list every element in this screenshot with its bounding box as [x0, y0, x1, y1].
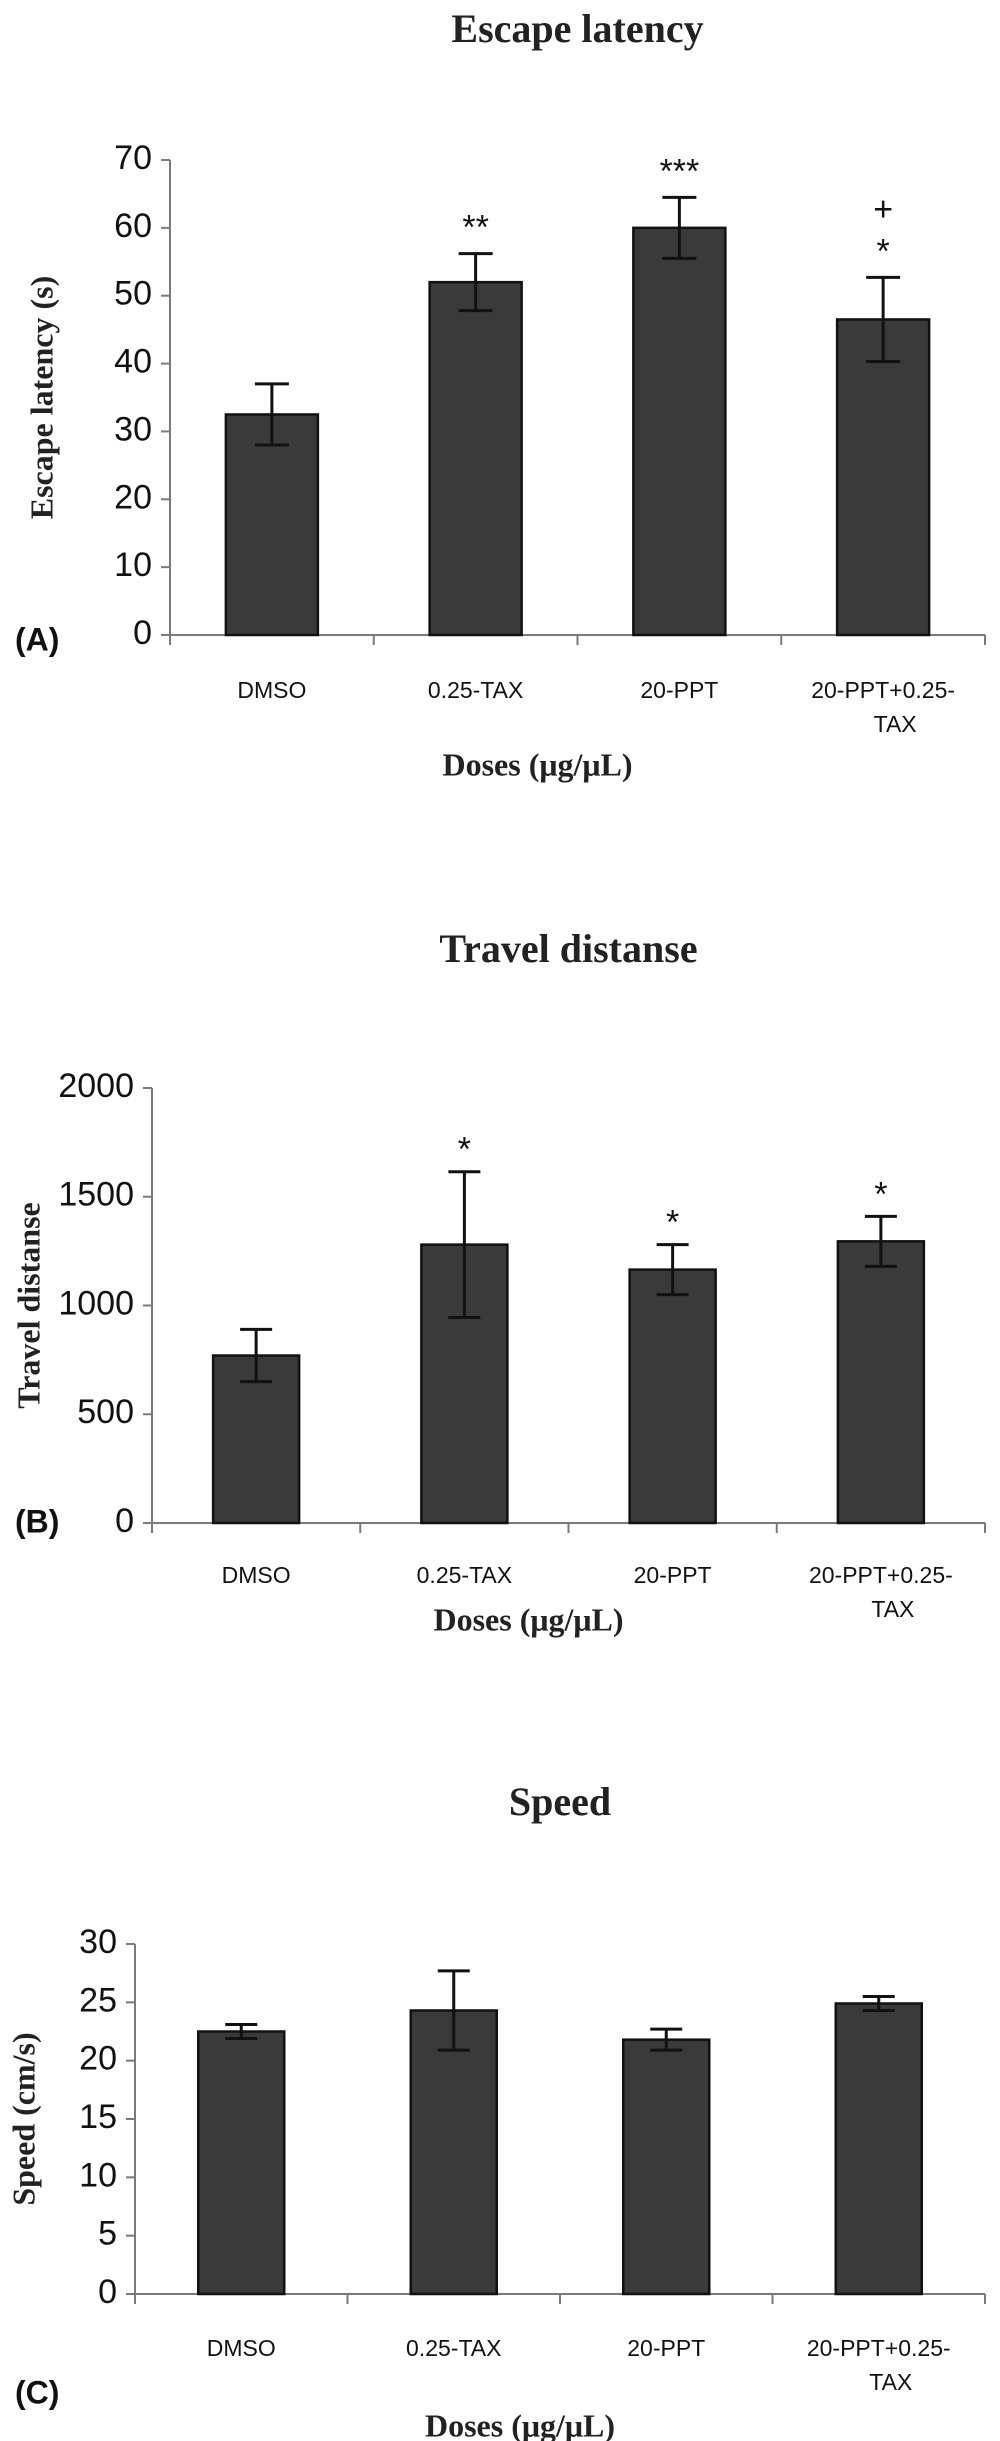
- chart-title: Travel distanse: [439, 926, 697, 971]
- y-tick-label: 500: [77, 1393, 134, 1431]
- chart-1: Escape latency Escape latency (s) 0 10 20 30 4…: [15, 6, 986, 782]
- bar: [211, 1354, 301, 1525]
- y-tick-label: 0: [115, 1502, 134, 1540]
- x-tick-label: 20-PPT+0.25-: [809, 1562, 953, 1588]
- y-tick-label: 1000: [58, 1284, 134, 1322]
- y-tick-label: 70: [114, 139, 152, 177]
- bar: [409, 2009, 498, 2296]
- bar: [836, 1240, 926, 1525]
- x-tick-label: TAX: [871, 1596, 914, 1622]
- y-tick-label: 40: [114, 343, 152, 381]
- y-tick-label: 10: [114, 546, 152, 584]
- x-tick-label: 20-PPT: [634, 1562, 712, 1588]
- x-tick-label: 0.25-TAX: [428, 677, 523, 703]
- y-tick-label: 30: [114, 410, 152, 448]
- x-tick-label: 0.25-TAX: [417, 1562, 512, 1588]
- bar: [197, 2030, 286, 2296]
- x-tick-label: 20-PPT+0.25-: [807, 2335, 951, 2361]
- y-tick-label: 15: [79, 2098, 117, 2136]
- x-tick-label: 20-PPT: [627, 2335, 705, 2361]
- bar: [632, 226, 727, 637]
- bar: [834, 2002, 923, 2296]
- y-tick-label: 30: [79, 1923, 117, 1961]
- y-tick-label: 0: [133, 614, 152, 652]
- y-tick-label: 20: [114, 478, 152, 516]
- significance-annotation: *: [666, 1204, 679, 1242]
- y-tick-label: 5: [98, 2215, 117, 2253]
- panel-label: (B): [15, 1503, 59, 1539]
- panel-label: (A): [15, 621, 59, 657]
- x-axis-label: Doses (μg/μL): [442, 746, 632, 782]
- y-tick-label: 10: [79, 2156, 117, 2194]
- x-tick-label: DMSO: [207, 2335, 276, 2361]
- panel-label: (C): [15, 2374, 59, 2410]
- x-tick-label: DMSO: [237, 677, 306, 703]
- x-tick-label: DMSO: [222, 1562, 291, 1588]
- significance-annotation: *: [458, 1131, 471, 1169]
- y-tick-label: 0: [98, 2273, 117, 2311]
- significance-annotation: *: [874, 1175, 887, 1213]
- bar: [622, 2038, 711, 2296]
- y-tick-label: 25: [79, 1981, 117, 2019]
- bar: [835, 318, 931, 637]
- chart-3: Speed Speed (cm/s) 0 5 10 15 20 25 30 DMSO 0.25-TA…: [5, 1779, 986, 2441]
- x-axis-label: Doses (μg/μL): [425, 2407, 615, 2441]
- y-axis-label: Travel distanse: [10, 1202, 46, 1409]
- y-tick-label: 20: [79, 2040, 117, 2078]
- x-tick-label: TAX: [874, 711, 917, 737]
- x-tick-label: 0.25-TAX: [406, 2335, 501, 2361]
- y-tick-label: 50: [114, 275, 152, 313]
- x-tick-label: TAX: [869, 2369, 912, 2395]
- chart-title: Escape latency: [451, 6, 703, 51]
- y-axis-label: Escape latency (s): [23, 276, 59, 520]
- x-axis-label: Doses (μg/μL): [433, 1601, 623, 1637]
- significance-annotation: ***: [660, 152, 700, 190]
- significance-annotation: **: [462, 209, 488, 247]
- bar: [628, 1268, 717, 1525]
- y-tick-label: 2000: [58, 1067, 134, 1105]
- plus-annotation: +: [873, 190, 893, 228]
- bar: [428, 280, 523, 637]
- significance-annotation: *: [877, 232, 890, 270]
- chart-2: Travel distanse Travel distanse 0 500 1000 15…: [10, 926, 986, 1637]
- x-tick-label: 20-PPT+0.25-: [811, 677, 955, 703]
- y-tick-label: 1500: [58, 1176, 134, 1214]
- y-axis-label: Speed (cm/s): [5, 2032, 41, 2205]
- chart-title: Speed: [509, 1779, 611, 1824]
- x-tick-label: 20-PPT: [640, 677, 718, 703]
- y-tick-label: 60: [114, 207, 152, 245]
- bar: [224, 413, 320, 637]
